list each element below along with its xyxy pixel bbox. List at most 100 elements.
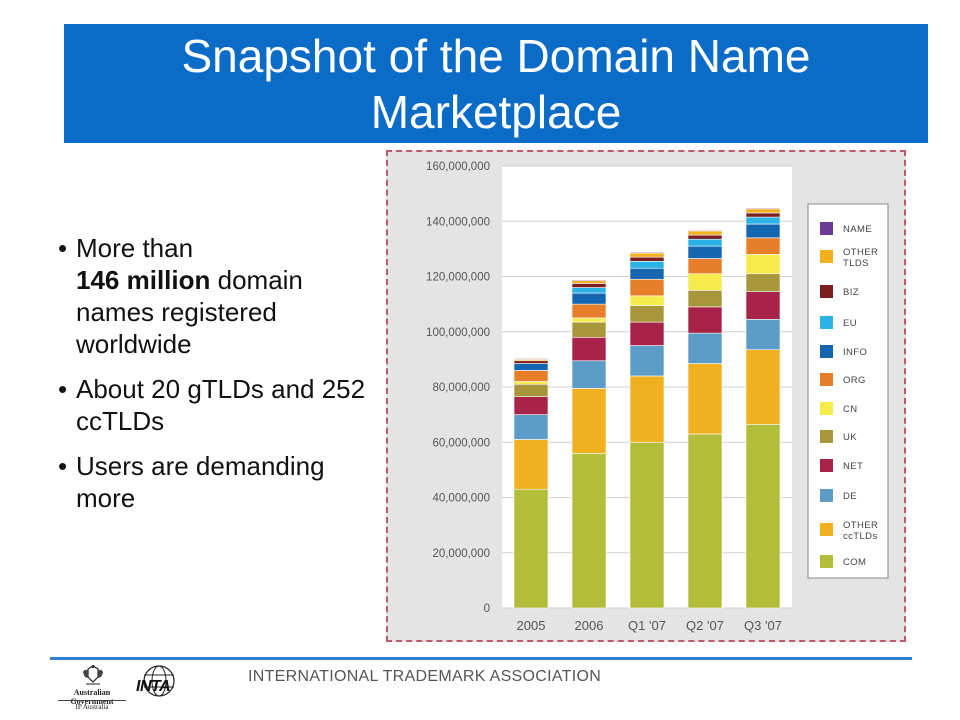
bar-segment (571, 280, 607, 284)
legend-label: ccTLDs (843, 531, 878, 542)
bar-segment (513, 360, 549, 364)
bar-segment (629, 321, 665, 346)
bar-segment (513, 363, 549, 371)
bar-segment (629, 295, 665, 306)
bar-segment (571, 452, 607, 609)
bar-segment (745, 423, 781, 609)
legend-swatch (820, 523, 833, 536)
bar-segment (571, 283, 607, 288)
legend-label: BIZ (843, 287, 859, 298)
bar-segment (687, 245, 723, 259)
stacked-bar-chart: 0 20,000,000 40,000,000 60,000,000 80,000,00… (426, 161, 889, 633)
bar-segment (571, 279, 607, 281)
bullet-bold-text: 146 million (76, 265, 211, 295)
legend-label: EU (843, 318, 857, 329)
y-tick-label: 160,000,000 (426, 161, 490, 173)
bar-segment (571, 292, 607, 305)
gov-logo-separator (58, 700, 126, 701)
y-tick-label: 100,000,000 (426, 327, 490, 339)
x-tick-label: 2005 (517, 618, 546, 633)
bar-segment (687, 290, 723, 308)
bar-segment (687, 332, 723, 364)
bullet-text-end: domain names registered worldwide (76, 265, 303, 359)
globe-icon (143, 665, 175, 697)
legend-swatch (820, 250, 833, 263)
bar-segment (513, 439, 549, 490)
bar-segment (571, 287, 607, 294)
bar-segment (629, 267, 665, 280)
bar-segment (513, 488, 549, 609)
gov-logo-line2: IP Australia (75, 703, 109, 711)
bar-segment (745, 223, 781, 239)
bar-segment (513, 381, 549, 385)
legend-label: UK (843, 432, 857, 443)
slide-title: Snapshot of the Domain Name Marketplace (181, 29, 811, 138)
inta-logo-text: INTA (136, 678, 171, 695)
legend-label: OTHER (843, 247, 878, 258)
legend-swatch (820, 430, 833, 443)
y-tick-label: 80,000,000 (432, 382, 490, 394)
title-bar: Snapshot of the Domain Name Marketplace (64, 24, 928, 143)
bullet-list: More than 146 million domain names regis… (58, 232, 368, 527)
bar-segment (513, 358, 549, 360)
bar-segment (687, 363, 723, 435)
legend-swatch (820, 316, 833, 329)
y-tick-label: 20,000,000 (432, 548, 490, 560)
y-tick-label: 0 (484, 603, 490, 615)
bar-segment (629, 278, 665, 297)
bullet-text: More than (76, 233, 194, 263)
bar-segment (629, 252, 665, 258)
legend-label: COM (843, 557, 866, 568)
bullet-text: About 20 gTLDs and 252 ccTLDs (76, 374, 366, 436)
bar-segment (629, 441, 665, 609)
footer-text: INTERNATIONAL TRADEMARK ASSOCIATION (248, 668, 602, 685)
bar-segment (629, 375, 665, 443)
legend-swatch (820, 402, 833, 415)
legend-label: DE (843, 491, 857, 502)
bar-segment (745, 254, 781, 275)
bullet-text: Users are demanding more (76, 451, 325, 513)
bar-segment (513, 414, 549, 440)
bar-segment (745, 207, 781, 210)
bar-segment (745, 216, 781, 225)
bullet-item: More than 146 million domain names regis… (58, 232, 368, 360)
bar-segment (629, 305, 665, 323)
x-tick-label: Q1 '07 (628, 618, 666, 633)
bar-segment (745, 212, 781, 218)
legend-swatch (820, 222, 833, 235)
bar-segment (513, 396, 549, 415)
y-tick-label: 40,000,000 (432, 493, 490, 505)
y-tick-label: 120,000,000 (426, 272, 490, 284)
bar-segment (745, 291, 781, 320)
coat-of-arms-icon (83, 665, 103, 685)
bar-segment (629, 345, 665, 377)
bar-segment (687, 234, 723, 240)
bar-segment (745, 208, 781, 214)
x-tick-label: Q3 '07 (744, 618, 782, 633)
legend-label: INFO (843, 347, 867, 358)
legend-swatch (820, 285, 833, 298)
legend-label: CN (843, 404, 858, 415)
chart-frame: 0 20,000,000 40,000,000 60,000,000 80,000,00… (386, 150, 906, 642)
gov-logo-line1: Australian Government (70, 688, 114, 706)
y-tick-label: 140,000,000 (426, 216, 490, 228)
legend-label: NAME (843, 224, 872, 235)
bar-segment (629, 256, 665, 262)
bar-segment (745, 319, 781, 351)
bar-segment (629, 261, 665, 269)
bar-segment (571, 360, 607, 389)
legend-label: ORG (843, 375, 866, 386)
bar-segment (687, 273, 723, 291)
bar-segment (687, 238, 723, 247)
bar-segment (571, 317, 607, 323)
legend-label: NET (843, 461, 863, 472)
legend-swatch (820, 373, 833, 386)
bar-segment (687, 229, 723, 232)
bar-segment (513, 370, 549, 382)
x-tick-label: 2006 (575, 618, 604, 633)
inta-logo: INTA (136, 664, 186, 708)
legend-swatch (820, 345, 833, 358)
x-tick-label: Q2 '07 (686, 618, 724, 633)
y-tick-label: 60,000,000 (432, 437, 490, 449)
bar-segment (687, 258, 723, 275)
